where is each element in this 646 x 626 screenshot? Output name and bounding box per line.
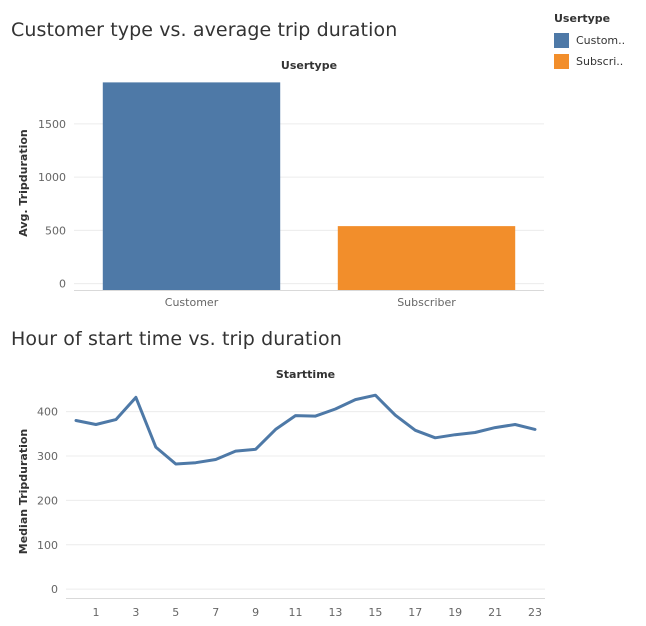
line-y-tick-label: 400 — [37, 406, 58, 419]
legend-swatch-customer — [554, 33, 569, 48]
line-x-tick-label: 23 — [528, 606, 542, 619]
line-x-tick-label: 11 — [289, 606, 303, 619]
line-x-tick-label: 5 — [172, 606, 179, 619]
line-y-axis-title: Median Tripduration — [17, 429, 30, 554]
chart-title-hour-start: Hour of start time vs. trip duration — [11, 328, 342, 350]
bar-y-tick-label: 1000 — [38, 171, 66, 184]
bar-y-tick-label: 1500 — [38, 118, 66, 131]
legend-label-subscriber: Subscri.. — [576, 55, 624, 68]
median-tripduration-line — [74, 393, 537, 466]
line-y-tick-label: 300 — [37, 450, 58, 463]
bar-chart-header: Usertype — [281, 59, 337, 72]
bar-subscriber — [337, 226, 516, 290]
line-x-tick-label: 21 — [488, 606, 502, 619]
line-y-tick-label: 100 — [37, 539, 58, 552]
line-chart-header: Starttime — [276, 368, 335, 381]
bar-y-tick-label: 0 — [59, 278, 66, 291]
bar-x-tick-label: Subscriber — [397, 296, 456, 309]
bar-y-tick-label: 500 — [45, 224, 66, 237]
chart-title-customer-type: Customer type vs. average trip duration — [11, 19, 398, 41]
line-y-tick-label: 0 — [51, 583, 58, 596]
legend-item-customer[interactable]: Custom.. — [554, 30, 644, 51]
color-legend: Usertype Custom.. Subscri.. — [554, 12, 644, 72]
line-x-tick-label: 19 — [448, 606, 462, 619]
legend-title: Usertype — [554, 12, 611, 25]
line-x-tick-label: 3 — [132, 606, 139, 619]
legend-label-customer: Custom.. — [576, 34, 626, 47]
line-x-tick-label: 13 — [328, 606, 342, 619]
line-x-tick-label: 9 — [252, 606, 259, 619]
line-y-tick-label: 200 — [37, 494, 58, 507]
legend-swatch-subscriber — [554, 54, 569, 69]
bar-x-tick-label: Customer — [165, 296, 219, 309]
bar-customer — [102, 82, 281, 290]
line-x-tick-label: 17 — [408, 606, 422, 619]
line-x-tick-label: 1 — [92, 606, 99, 619]
bar-y-axis-title: Avg. Tripduration — [17, 129, 30, 237]
line-x-tick-label: 15 — [368, 606, 382, 619]
legend-item-subscriber[interactable]: Subscri.. — [554, 51, 644, 72]
line-x-tick-label: 7 — [212, 606, 219, 619]
